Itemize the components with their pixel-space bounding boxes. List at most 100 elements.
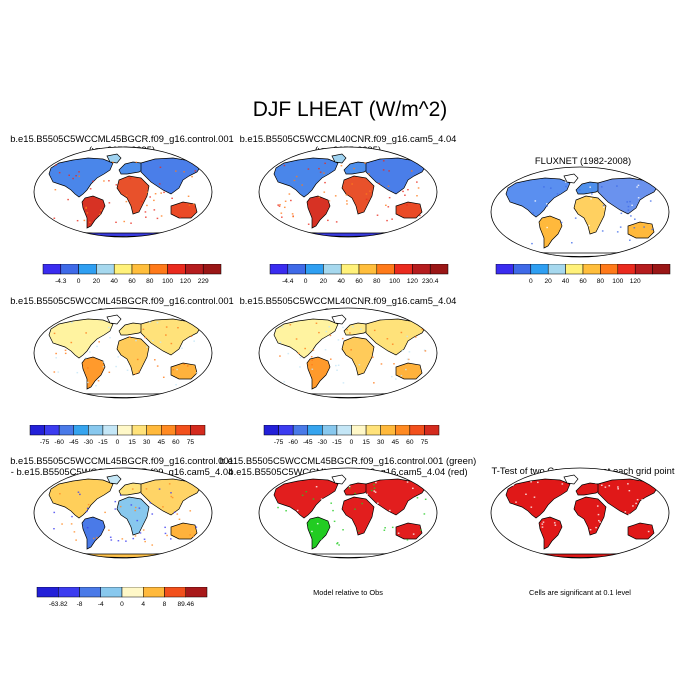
grid-cell: [78, 171, 80, 173]
colorbar-3: 0 20 40 60 80 100 120: [495, 264, 671, 285]
grid-cell: [143, 538, 146, 540]
grid-cell: [595, 482, 597, 484]
landmass-2: [306, 195, 331, 229]
grid-cell: [561, 483, 564, 485]
grid-cell: [176, 368, 178, 371]
grid-cell: [528, 217, 531, 220]
grid-cell: [152, 339, 154, 342]
grid-cell: [138, 370, 141, 372]
landmass-6: [627, 522, 655, 540]
landmass-5: [365, 157, 427, 195]
grid-cell: [525, 493, 527, 495]
grid-cell: [597, 513, 600, 516]
grid-cell: [424, 350, 427, 352]
landmass-4: [341, 496, 375, 536]
grid-cell: [188, 204, 191, 206]
grid-cell: [195, 526, 198, 528]
grid-cell: [327, 219, 329, 222]
grid-cell: [75, 539, 77, 541]
landmass-2: [538, 516, 563, 550]
colorbar-swatch: [395, 425, 411, 436]
colorbar-tick-label: 0: [529, 278, 533, 285]
grid-cell: [160, 215, 163, 217]
grid-cell: [312, 349, 315, 351]
grid-cell: [332, 509, 334, 512]
colorbar-swatch: [652, 264, 671, 275]
grid-cell: [123, 220, 126, 223]
grid-cell: [546, 205, 549, 207]
colorbar-swatch: [185, 587, 208, 598]
grid-cell: [142, 529, 145, 531]
colorbar-tick-label: 60: [355, 278, 363, 285]
landmass-6: [170, 201, 198, 219]
grid-cell: [95, 384, 97, 387]
grid-cell: [279, 203, 281, 206]
grid-cell: [135, 161, 138, 163]
grid-cell: [54, 188, 57, 191]
grid-cell: [341, 337, 344, 340]
grid-cell: [59, 493, 61, 495]
grid-cell: [406, 481, 409, 483]
grid-cell: [297, 352, 300, 355]
grid-cell: [406, 539, 409, 541]
grid-cell: [55, 357, 58, 359]
grid-cell: [194, 170, 197, 172]
grid-cell: [373, 487, 376, 489]
grid-cell: [158, 183, 161, 185]
grid-cell: [578, 189, 581, 191]
grid-cell: [574, 193, 577, 195]
grid-cell: [617, 486, 619, 488]
grid-cell: [278, 205, 281, 207]
grid-cell: [416, 181, 418, 183]
grid-cell: [335, 364, 337, 367]
grid-cell: [76, 219, 79, 222]
colorbar-swatch: [412, 264, 431, 275]
grid-cell: [537, 481, 539, 484]
grid-cell: [610, 236, 613, 239]
grid-cell: [295, 338, 298, 340]
grid-cell: [370, 489, 373, 492]
grid-cell: [291, 213, 294, 215]
grid-cell: [173, 511, 176, 514]
colorbar-tick-label: 0: [120, 601, 124, 608]
grid-cell: [346, 329, 348, 331]
grid-cell: [149, 321, 151, 323]
grid-cell: [609, 511, 612, 513]
grid-cell: [283, 206, 286, 209]
grid-cell: [164, 532, 167, 535]
colorbar-swatch: [340, 264, 360, 275]
grid-cell: [286, 516, 289, 519]
colorbar-swatch: [495, 264, 514, 275]
landmass-2: [81, 195, 106, 229]
grid-cell: [342, 529, 344, 531]
grid-cell: [386, 338, 389, 340]
colorbar-tick-label: 100: [612, 278, 623, 285]
grid-cell: [189, 510, 192, 512]
grid-cell: [166, 534, 168, 537]
colorbar-swatch: [113, 264, 133, 275]
grid-cell: [324, 349, 327, 351]
colorbar-swatch: [429, 264, 449, 275]
colorbar-tick-label: -63.82: [49, 601, 68, 608]
grid-cell: [423, 508, 426, 510]
grid-cell: [92, 537, 95, 540]
colorbar-swatch: [380, 425, 396, 436]
grid-cell: [373, 382, 375, 384]
grid-cell: [145, 488, 148, 490]
grid-cell: [636, 498, 639, 501]
grid-cell: [134, 506, 137, 509]
grid-cell: [377, 502, 379, 504]
grid-cell: [628, 489, 631, 492]
grid-cell: [95, 536, 98, 539]
grid-cell: [187, 195, 190, 197]
grid-cell: [299, 366, 301, 368]
colorbar-tick-label: 20: [545, 278, 553, 285]
grid-cell: [85, 207, 87, 209]
grid-cell: [627, 205, 630, 208]
grid-cell: [604, 486, 607, 488]
grid-cell: [628, 513, 630, 516]
colorbar-swatch: [29, 425, 45, 436]
grid-cell: [541, 523, 544, 525]
landmass-6: [627, 221, 655, 239]
grid-cell: [406, 358, 409, 360]
